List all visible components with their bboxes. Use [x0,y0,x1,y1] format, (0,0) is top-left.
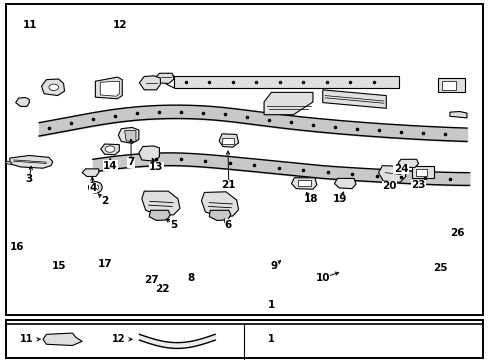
Ellipse shape [92,184,99,190]
Polygon shape [16,98,29,107]
Bar [437,78,464,93]
Ellipse shape [88,181,102,193]
Text: 27: 27 [144,275,159,285]
Polygon shape [5,161,12,165]
Polygon shape [201,192,238,217]
Polygon shape [264,93,312,115]
Bar [415,169,427,176]
Text: 16: 16 [10,242,24,252]
Polygon shape [209,210,230,220]
Text: 12: 12 [111,334,125,344]
Polygon shape [449,112,466,118]
Text: 14: 14 [103,161,118,171]
Text: 12: 12 [113,21,127,31]
Polygon shape [139,76,160,90]
Text: 13: 13 [149,162,163,172]
Polygon shape [124,131,136,142]
Text: 11: 11 [20,334,34,344]
Text: 7: 7 [127,157,135,167]
Bar [441,81,455,90]
Text: 15: 15 [51,261,66,271]
Text: 8: 8 [187,273,194,283]
Bar [173,76,398,87]
Polygon shape [82,169,99,176]
Text: 10: 10 [315,273,329,283]
Bar [411,166,433,179]
Text: 21: 21 [221,180,236,190]
Polygon shape [219,134,238,147]
Text: 1: 1 [267,300,274,310]
Text: 6: 6 [224,220,231,230]
Text: 5: 5 [170,220,177,230]
Polygon shape [155,73,174,84]
Text: 23: 23 [410,180,425,190]
Polygon shape [43,333,82,346]
Text: 26: 26 [449,228,464,238]
Text: 24: 24 [393,164,407,174]
Polygon shape [149,210,170,220]
Text: 2: 2 [102,196,108,206]
Polygon shape [101,144,119,155]
Polygon shape [95,77,122,99]
Polygon shape [139,146,159,161]
Polygon shape [118,127,139,143]
Polygon shape [41,79,64,95]
Bar [298,180,310,186]
Polygon shape [10,156,53,168]
Text: 18: 18 [303,194,318,204]
Circle shape [49,84,59,90]
Text: 20: 20 [381,181,396,191]
Text: 19: 19 [332,194,347,204]
Text: 9: 9 [270,261,277,271]
Text: 22: 22 [155,284,169,294]
Circle shape [105,146,115,152]
Bar [222,138,234,144]
Polygon shape [334,179,355,189]
Polygon shape [322,90,386,108]
Text: 4: 4 [89,183,97,193]
Text: 3: 3 [26,174,33,184]
Polygon shape [291,178,316,189]
Text: 1: 1 [267,334,274,344]
Polygon shape [100,81,119,96]
Text: 25: 25 [432,263,447,273]
Polygon shape [378,166,405,182]
Text: 17: 17 [98,259,113,269]
Text: 11: 11 [23,21,38,31]
Polygon shape [397,159,418,168]
Polygon shape [142,191,180,216]
